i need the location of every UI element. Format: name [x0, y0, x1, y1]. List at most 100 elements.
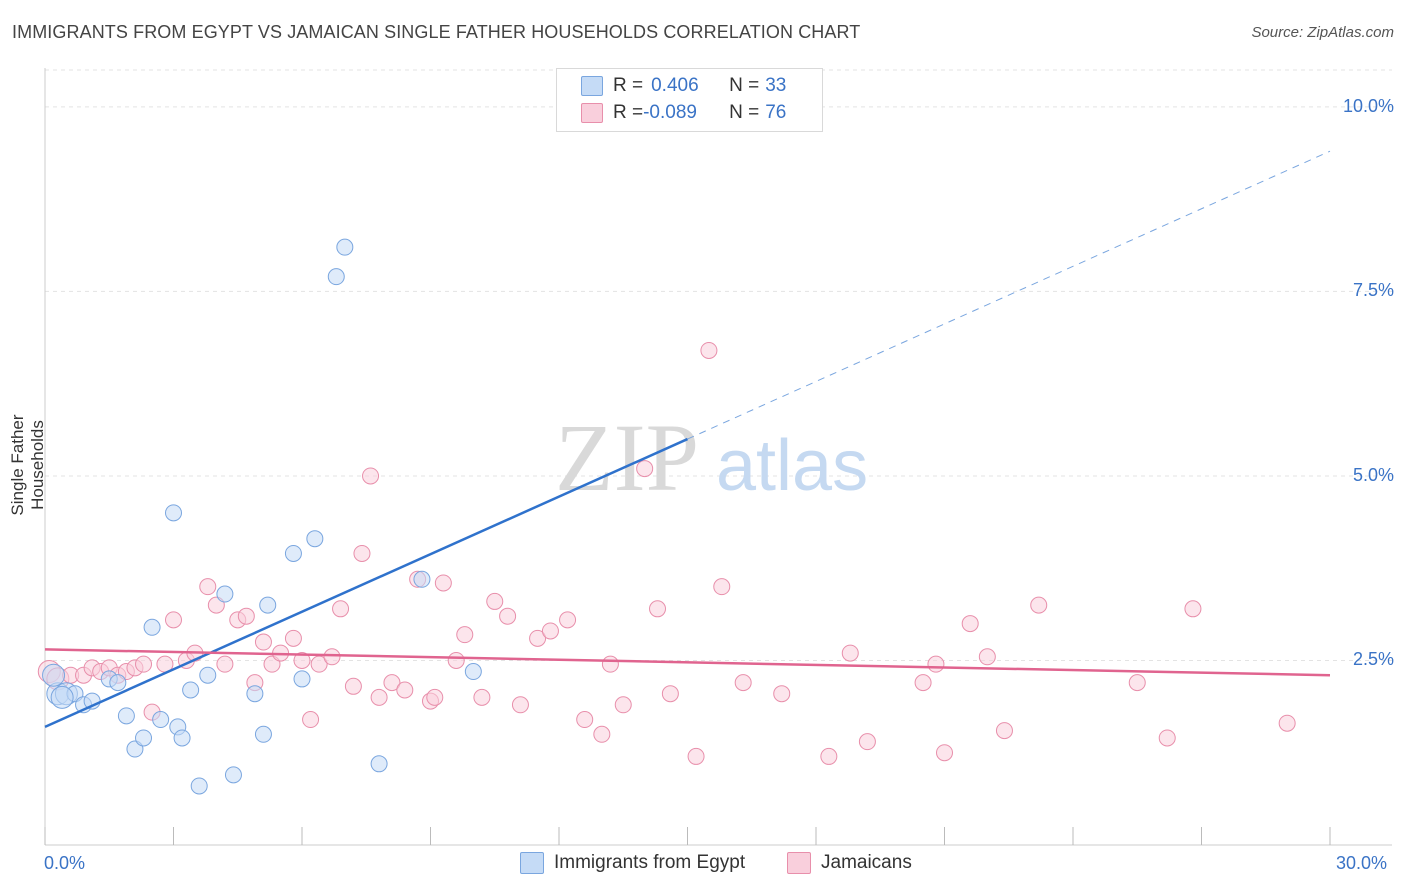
correlation-legend: R = 0.406 N = 33 R = -0.089 N = 76 [556, 68, 823, 132]
egypt-point [173, 729, 191, 747]
egypt-point [246, 685, 264, 703]
jamaican-point [995, 722, 1013, 740]
jamaican-point [434, 574, 452, 592]
y-tick-label: 7.5% [1352, 280, 1394, 301]
jamaican-point [383, 674, 401, 692]
egypt-point [42, 663, 66, 687]
jamaican-trend-line [44, 648, 1331, 677]
legend-swatch-egypt [581, 76, 603, 96]
grid-lines [45, 69, 1392, 661]
jamaican-point [293, 651, 311, 669]
jamaican-point [1128, 674, 1146, 692]
jamaican-point [511, 696, 529, 714]
egypt-point [284, 544, 302, 562]
chart-title: IMMIGRANTS FROM EGYPT VS JAMAICAN SINGLE… [12, 22, 861, 42]
jamaican-point [216, 655, 234, 673]
egypt-point [464, 663, 482, 681]
jamaican-point [927, 655, 945, 673]
egypt-point [199, 666, 217, 684]
legend-item-egypt[interactable]: Immigrants from Egypt [520, 852, 745, 874]
series-legend: Immigrants from Egypt Jamaicans [0, 850, 1406, 878]
jamaican-point [370, 688, 388, 706]
egypt-point [293, 670, 311, 688]
jamaican-point [447, 651, 465, 669]
jamaican-point [961, 615, 979, 633]
egypt-point [413, 570, 431, 588]
egypt-point [254, 725, 272, 743]
legend-swatch-egypt [520, 852, 544, 874]
egypt-trend-extension [687, 150, 1331, 440]
egypt-point [370, 755, 388, 773]
jamaican-point [1184, 600, 1202, 618]
egypt-point [117, 707, 135, 725]
jamaican-point [858, 733, 876, 751]
jamaican-point [1278, 714, 1296, 732]
source-label: Source: ZipAtlas.com [1251, 24, 1394, 41]
egypt-point [216, 585, 234, 603]
jamaican-point [713, 578, 731, 596]
jamaican-point [135, 655, 153, 673]
legend-r-label: R = [613, 102, 644, 123]
jamaican-point [362, 467, 380, 485]
egypt-point [259, 596, 277, 614]
egypt-trend-line [44, 437, 689, 729]
legend-row-egypt: R = 0.406 N = 33 [581, 74, 786, 98]
egypt-point [165, 504, 182, 522]
jamaican-point [284, 629, 302, 647]
jamaican-point [649, 600, 667, 618]
jamaican-point [344, 677, 362, 695]
jamaican-point [841, 644, 859, 662]
jamaican-point [820, 747, 838, 765]
jamaican-point [332, 600, 350, 618]
jamaican-point [541, 622, 559, 640]
jamaican-point [936, 744, 953, 762]
jamaican-point [323, 648, 341, 666]
x-tick-label-min: 0.0% [44, 853, 86, 873]
legend-r-label: R = [613, 75, 644, 96]
egypt-point [182, 681, 200, 699]
jamaican-point [254, 633, 272, 651]
egypt-point [50, 685, 74, 709]
x-tick-label-max: 30.0% [1336, 853, 1388, 873]
legend-row-jamaicans: R = -0.089 N = 76 [581, 101, 786, 125]
watermark-zip: ZIP [555, 404, 699, 511]
y-tick-label: 2.5% [1352, 649, 1394, 670]
jamaican-point [473, 688, 491, 706]
legend-label-jamaicans: Jamaicans [821, 852, 912, 873]
y-axis-label: Single Father Households [8, 414, 47, 516]
jamaican-point [700, 341, 718, 359]
egypt-point [306, 530, 324, 548]
jamaican-point [529, 629, 547, 647]
jamaican-point [636, 460, 654, 478]
axes [44, 68, 1392, 846]
jamaican-point [576, 711, 594, 729]
legend-item-jamaicans[interactable]: Jamaicans [787, 852, 912, 874]
egypt-point [152, 711, 170, 729]
jamaican-point [773, 685, 791, 703]
watermark: ZIP atlas [555, 404, 868, 511]
jamaican-point [396, 681, 414, 699]
egypt-point [135, 729, 153, 747]
legend-r-value: 0.406 [651, 75, 699, 96]
jamaican-point [734, 674, 752, 692]
jamaican-point [165, 611, 182, 629]
egypt-point [190, 777, 208, 795]
legend-n-value: 33 [765, 75, 787, 96]
legend-swatch-jamaicans [787, 852, 811, 874]
legend-r-value: -0.089 [643, 102, 697, 123]
watermark-atlas: atlas [716, 426, 868, 506]
y-tick-label: 10.0% [1342, 95, 1394, 116]
jamaican-point [614, 696, 632, 714]
jamaican-point [1030, 596, 1048, 614]
jamaican-point [302, 711, 320, 729]
jamaican-point [353, 544, 371, 562]
jamaican-point [310, 655, 328, 673]
jamaican-point [199, 578, 217, 596]
jamaican-point [499, 607, 517, 625]
jamaican-point [661, 685, 679, 703]
jamaican-point [486, 592, 504, 610]
egypt-point [224, 766, 242, 784]
jamaican-point [593, 725, 611, 743]
egypt-point [336, 238, 354, 256]
